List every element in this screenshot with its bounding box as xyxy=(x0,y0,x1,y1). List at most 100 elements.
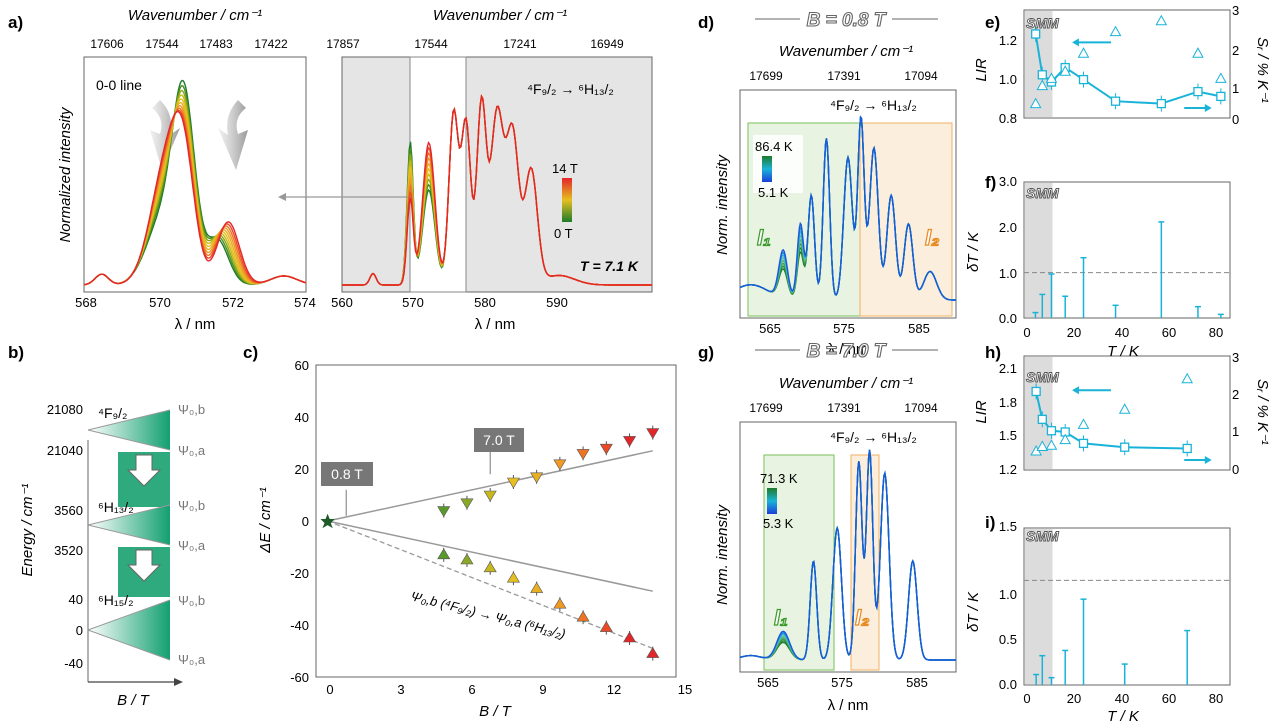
temperature-spectrum xyxy=(739,115,956,301)
panel-b-ylabel: Energy / cm⁻¹ xyxy=(19,484,36,577)
panel-a-left-xlabel: λ / nm xyxy=(175,316,216,333)
arrow-left-icon xyxy=(150,100,180,170)
sr-point xyxy=(1045,72,1058,83)
x-tick: 585 xyxy=(906,675,928,690)
y-tick: 0.8 xyxy=(999,111,1017,126)
panel-d-ylabel: Norm. intensity xyxy=(714,153,731,255)
level-split-h152 xyxy=(88,600,170,660)
panel-d-label: d) xyxy=(698,13,714,32)
panel-i-xlabel: T / K xyxy=(1107,708,1140,723)
panel-a-colorbar xyxy=(562,178,572,222)
panel-b-y-ticks: 21080 21040 3560 3520 40 0 -40 xyxy=(47,402,83,671)
panel-a-right-top-ticks: 17857 17544 17241 16949 xyxy=(326,37,624,51)
y-tick: -20 xyxy=(290,566,309,581)
panel-f-x-ticks: 0 20 40 60 80 xyxy=(1023,325,1223,340)
x-tick: 0 xyxy=(326,682,333,697)
panel-f-y-ticks: 3.0 2.0 1.0 0.0 xyxy=(999,174,1017,326)
panel-a-transition: ⁴F₉/₂ → ⁶H₁₃/₂ xyxy=(527,81,614,97)
x-tick: 560 xyxy=(331,295,353,310)
top-tick: 17241 xyxy=(503,37,537,51)
sr-point xyxy=(1029,97,1042,109)
level-line xyxy=(87,524,171,546)
data-point xyxy=(599,443,613,455)
psi-label: Ψ₀,b xyxy=(178,402,205,417)
data-point-star xyxy=(320,514,335,528)
x-tick: 0 xyxy=(1023,325,1030,340)
lir-point xyxy=(1031,386,1041,397)
data-point xyxy=(553,459,567,471)
panel-a-right-xlabel: λ / nm xyxy=(475,316,516,333)
panel-d-top-ticks: 17699 17391 17094 xyxy=(749,69,938,83)
y2-tick: 3 xyxy=(1232,350,1239,365)
sr-point xyxy=(1155,14,1168,26)
data-point xyxy=(646,428,660,440)
y-tick: -40 xyxy=(290,618,309,633)
sr-point xyxy=(1036,440,1049,451)
top-tick: 17094 xyxy=(904,69,938,83)
panel-f-label: f) xyxy=(985,173,996,192)
x-tick: 40 xyxy=(1115,325,1129,340)
y2-tick: 1 xyxy=(1232,424,1239,439)
x-tick: 574 xyxy=(294,295,316,310)
panel-c-label: c) xyxy=(243,343,258,362)
x-tick: 575 xyxy=(833,321,855,336)
y-tick: 21080 xyxy=(47,402,83,417)
panel-c-plot xyxy=(320,425,660,661)
sr-point xyxy=(1118,403,1131,414)
panel-c-box-0p8 xyxy=(321,462,373,486)
y-tick: 21040 xyxy=(47,443,83,458)
panel-b-triangles xyxy=(87,409,171,661)
y-tick: 1.2 xyxy=(999,462,1017,477)
y-tick: 40 xyxy=(295,410,309,425)
panel-g-label: g) xyxy=(698,343,714,362)
y-tick: 3560 xyxy=(54,503,83,518)
lir-point xyxy=(1216,91,1226,102)
panel-i-smm: SMM xyxy=(1026,528,1059,544)
data-point xyxy=(483,561,497,573)
data-point xyxy=(646,647,660,658)
data-point xyxy=(506,477,520,489)
panel-g-legend-max: 71.3 K xyxy=(760,471,798,486)
smm-region xyxy=(1025,11,1053,117)
panel-g-region-1 xyxy=(763,454,835,671)
fit-line xyxy=(327,520,654,650)
panel-g-legend-min: 5.3 K xyxy=(763,516,794,531)
panel-b-label: b) xyxy=(8,343,24,362)
top-tick: 17857 xyxy=(326,37,360,51)
panel-g-region-1-label: I₁ xyxy=(774,605,788,630)
panel-a-inset-label: 0-0 line xyxy=(96,77,142,93)
data-point xyxy=(483,490,497,502)
sr-point xyxy=(1109,25,1122,37)
lir-point xyxy=(1110,96,1121,106)
lir-point xyxy=(1193,86,1203,97)
y-tick: 1.0 xyxy=(999,72,1017,87)
level-line xyxy=(87,504,171,526)
panel-g-transition: ⁴F₉/₂ → ⁶H₁₃/₂ xyxy=(830,429,917,445)
plot-frame xyxy=(1023,181,1231,319)
top-tick: 17483 xyxy=(199,37,233,51)
sr-point xyxy=(1045,439,1058,450)
y2-tick: 0 xyxy=(1232,112,1239,127)
panel-h-y-ticks: 2.1 1.8 1.5 1.2 xyxy=(999,361,1017,477)
data-point xyxy=(576,449,590,460)
panel-a-left-x-ticks: 568 570 572 574 xyxy=(75,295,316,310)
x-tick: 20 xyxy=(1067,691,1081,706)
lir-point xyxy=(1031,29,1041,39)
panel-d-legend-max: 86.4 K xyxy=(755,139,793,154)
data-point xyxy=(576,610,590,622)
panel-c-box-7p0-text: 7.0 T xyxy=(483,432,515,448)
arrow-right-icon xyxy=(1204,104,1212,112)
y-tick: 1.0 xyxy=(999,266,1017,281)
level-line xyxy=(87,599,171,631)
temperature-spectrum xyxy=(739,449,956,661)
arrow-right-icon xyxy=(218,100,248,170)
sr-point xyxy=(1059,433,1072,445)
x-tick: 590 xyxy=(546,295,568,310)
y-tick: 3.0 xyxy=(999,174,1017,189)
panel-f-plot xyxy=(1023,181,1231,319)
panel-a-right-top-axis-title: Wavenumber / cm⁻¹ xyxy=(433,7,567,24)
plot-frame xyxy=(1023,527,1231,686)
panel-f-ylabel: δT / K xyxy=(965,231,982,272)
y-tick: 1.5 xyxy=(999,519,1017,534)
lir-point xyxy=(1120,442,1130,452)
